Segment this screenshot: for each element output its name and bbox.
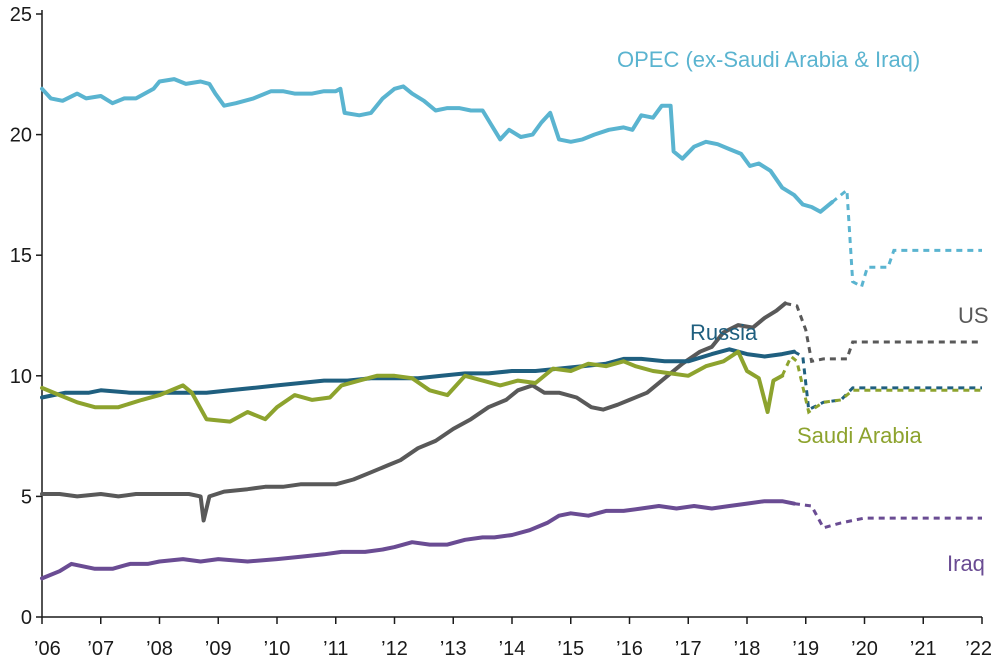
x-tick-label: ’18 [734,638,761,660]
x-tick-label: ’10 [264,638,291,660]
x-tick-label: ’17 [675,638,702,660]
series-projection-saudi [780,354,982,415]
series-label-iraq: Iraq [947,551,985,576]
x-tick-label: ’14 [499,638,526,660]
series-labels-group: OPEC (ex-Saudi Arabia & Iraq) Russia US Sau… [617,47,989,576]
x-tick-label: ’13 [440,638,467,660]
x-tick-label: ’06 [34,638,61,660]
series-label-saudi: Saudi Arabia [797,423,923,448]
series-projection-iraq [793,502,982,530]
x-tick-label: ’07 [87,638,114,660]
x-tick-label: ’22 [965,638,992,660]
y-tick-label: 20 [10,125,32,147]
series-line-russia [40,347,796,400]
series-line-saudi [40,349,785,424]
x-tick-label: ’15 [557,638,584,660]
x-tick-label: ’08 [146,638,173,660]
series-line-iraq [40,499,796,581]
series-projection-us [784,301,982,364]
y-tick-label: 25 [10,4,32,26]
series-lines-group [40,77,982,581]
axes-group: 0 5 10 15 20 25 ’06 ’07 ’08 ’09 ’10 ’11 ’12 ’13 ’14 ’15… [10,4,992,660]
x-tick-label: ’11 [323,638,348,660]
y-tick-label: 15 [10,245,32,267]
x-tick-label: ’19 [792,638,819,660]
x-tick-label: ’16 [616,638,643,660]
x-tick-label: ’12 [381,638,408,660]
series-projection-opec [831,187,982,289]
series-line-opec [40,77,835,214]
y-tick-label: 5 [21,486,32,508]
y-tick-label: 10 [10,366,32,388]
y-tick-label: 0 [21,607,32,629]
x-tick-label: ’21 [910,638,937,660]
x-tick-label: ’20 [851,638,878,660]
series-label-opec: OPEC (ex-Saudi Arabia & Iraq) [617,47,920,72]
series-line-us [40,301,788,523]
series-label-us: US [958,303,989,328]
series-label-russia: Russia [690,320,758,345]
series-projection-russia [793,350,982,412]
x-tick-label: ’09 [205,638,232,660]
